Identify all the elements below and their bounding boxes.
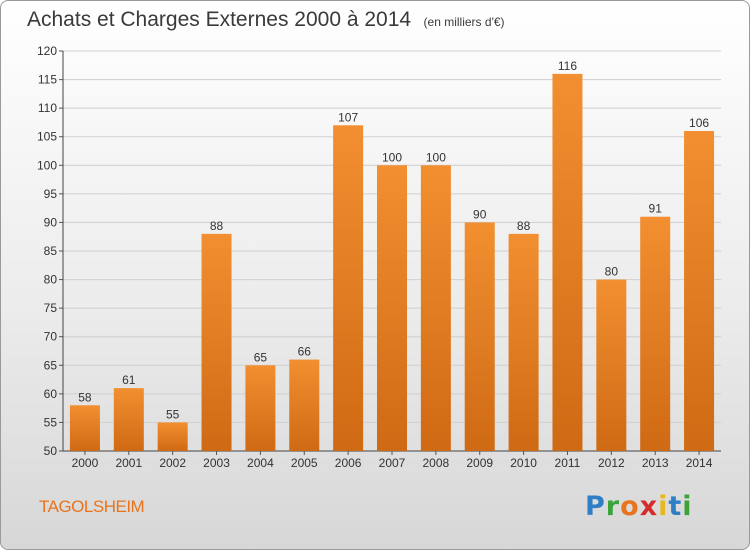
bar (596, 279, 627, 451)
x-tick-label: 2001 (115, 456, 142, 470)
x-tick-label: 2002 (159, 456, 186, 470)
bar (508, 233, 539, 451)
y-tick-label: 70 (44, 330, 58, 344)
bar (245, 365, 276, 451)
y-tick-label: 55 (44, 415, 58, 429)
bar (113, 388, 144, 451)
y-tick-label: 80 (44, 273, 58, 287)
x-tick-label: 2013 (642, 456, 669, 470)
logo-letter: t (668, 491, 683, 522)
bar (684, 131, 715, 451)
data-label: 90 (473, 207, 487, 221)
proxiti-logo[interactable]: Proxiti (585, 491, 693, 522)
bar (333, 125, 364, 452)
y-tick-label: 85 (44, 244, 58, 258)
data-label: 80 (605, 265, 619, 279)
y-tick-label: 65 (44, 358, 58, 372)
data-label: 100 (382, 150, 402, 164)
logo-letter: i (682, 491, 693, 522)
y-tick-label: 100 (37, 158, 57, 172)
y-tick-label: 90 (44, 215, 58, 229)
data-label: 100 (426, 150, 446, 164)
y-tick-label: 120 (37, 44, 57, 58)
bar (640, 216, 671, 451)
bar (69, 405, 100, 451)
x-tick-label: 2010 (510, 456, 537, 470)
data-label: 58 (78, 390, 92, 404)
bar (377, 165, 407, 452)
data-label: 66 (298, 345, 312, 359)
y-tick-label: 60 (44, 387, 58, 401)
data-label: 107 (338, 110, 358, 124)
data-label: 88 (210, 219, 224, 233)
data-label: 88 (517, 219, 531, 233)
chart-unit-note: (en milliers d'€) (423, 15, 505, 29)
x-tick-label: 2003 (203, 456, 230, 470)
x-tick-label: 2006 (335, 456, 362, 470)
x-tick-label: 2014 (686, 456, 713, 470)
x-tick-label: 2007 (379, 456, 406, 470)
bar (420, 165, 451, 452)
chart-title-block: Achats et Charges Externes 2000 à 2014 (… (27, 8, 505, 32)
bar (464, 222, 495, 451)
bar (157, 422, 188, 451)
bar (201, 233, 232, 451)
x-tick-label: 2011 (555, 456, 581, 470)
y-tick-label: 95 (44, 187, 58, 201)
chart-title: Achats et Charges Externes 2000 à 2014 (27, 8, 412, 31)
data-label: 106 (689, 116, 709, 130)
x-tick-label: 2005 (291, 456, 318, 470)
y-tick-label: 110 (38, 101, 57, 115)
logo-letter: o (620, 491, 640, 522)
x-tick-label: 2000 (72, 456, 99, 470)
x-tick-label: 2008 (423, 456, 450, 470)
data-label: 116 (558, 59, 577, 73)
logo-letter: i (658, 491, 669, 522)
data-label: 61 (122, 373, 136, 387)
y-tick-label: 75 (44, 301, 58, 315)
x-tick-label: 2012 (598, 456, 625, 470)
y-tick-label: 115 (38, 73, 57, 87)
city-name: TAGOLSHEIM (39, 497, 145, 516)
data-label: 65 (254, 350, 268, 364)
x-tick-label: 2004 (247, 456, 274, 470)
x-tick-label: 2009 (466, 456, 493, 470)
y-tick-label: 50 (44, 444, 58, 458)
logo-letter: x (639, 491, 659, 522)
data-label: 91 (649, 202, 663, 216)
logo-letter: r (605, 491, 621, 522)
bar (552, 73, 583, 451)
bar (289, 359, 320, 451)
data-label: 55 (166, 407, 180, 421)
y-tick-label: 105 (37, 130, 57, 144)
logo-letter: P (585, 491, 606, 522)
